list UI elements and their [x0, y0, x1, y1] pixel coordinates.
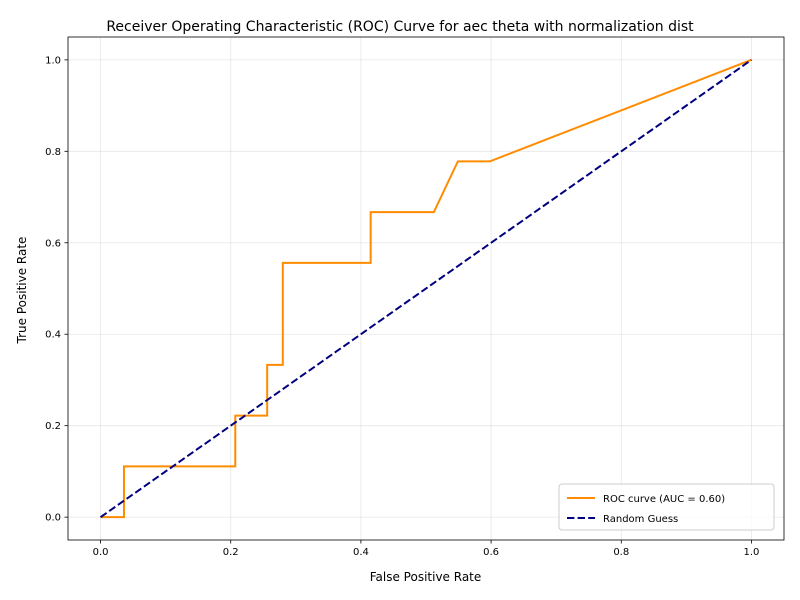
- legend-entry: ROC curve (AUC = 0.60): [603, 494, 725, 505]
- y-tick-label: 0.8: [45, 147, 61, 158]
- ticks: 0.0 0.2 0.4 0.6 0.8 1.0 0.0 0.2 0.4 0.6 0.8 1.0: [45, 55, 759, 558]
- x-tick-label: 0.4: [353, 547, 369, 558]
- x-axis-label: False Positive Rate: [370, 570, 482, 584]
- y-tick-label: 0.4: [45, 330, 61, 341]
- x-tick-label: 0.0: [93, 547, 109, 558]
- legend-entry: Random Guess: [603, 514, 678, 525]
- y-tick-label: 0.0: [45, 513, 61, 524]
- x-tick-label: 0.8: [613, 547, 629, 558]
- x-tick-label: 0.6: [483, 547, 499, 558]
- grid: [68, 37, 784, 540]
- y-axis-label: True Positive Rate: [15, 237, 29, 345]
- roc-curve-line: [100, 58, 752, 519]
- random-guess-line: [99, 59, 753, 518]
- legend: ROC curve (AUC = 0.60) Random Guess: [558, 483, 775, 531]
- plot-frame: [67, 36, 785, 541]
- chart-title: Receiver Operating Characteristic (ROC) …: [106, 19, 694, 35]
- y-tick-label: 1.0: [45, 55, 61, 66]
- series-layer: [99, 58, 753, 519]
- y-tick-label: 0.2: [45, 421, 61, 432]
- legend-box: [558, 483, 775, 531]
- y-tick-label: 0.6: [45, 238, 61, 249]
- x-tick-label: 1.0: [744, 547, 760, 558]
- x-tick-label: 0.2: [223, 547, 239, 558]
